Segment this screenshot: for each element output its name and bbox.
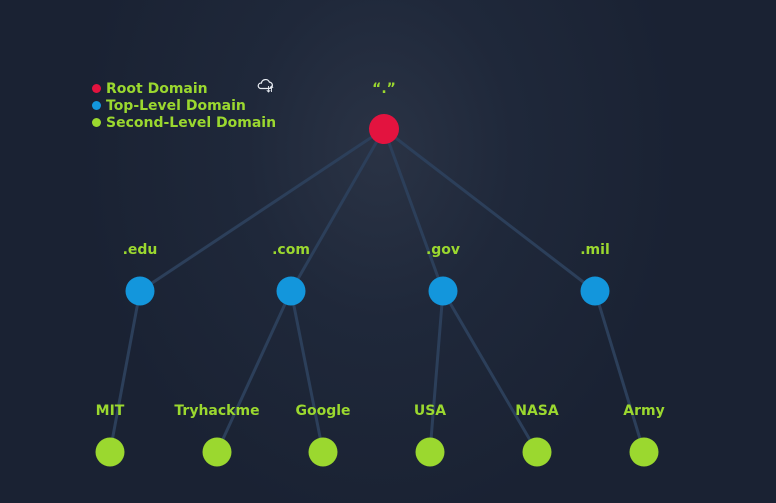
sld-node-mit (95, 437, 125, 467)
legend-item-root: Root Domain (92, 80, 276, 97)
tld-label-com: .com (272, 242, 310, 258)
edge-root-gov (382, 127, 445, 293)
edge-root-mil (382, 127, 597, 293)
sld-label-google: Google (295, 403, 350, 419)
edge-root-com (289, 127, 386, 293)
legend-label-sld: Second-Level Domain (106, 114, 277, 131)
legend-dot-sld (92, 118, 101, 127)
tree-edges (108, 127, 646, 454)
tld-node-mil (580, 276, 610, 306)
sld-label-nasa: NASA (515, 403, 559, 419)
legend-label-root: Root Domain (106, 80, 208, 97)
edge-mil-army (593, 289, 646, 454)
sld-node-usa (415, 437, 445, 467)
edge-com-google (289, 289, 325, 454)
edge-gov-nasa (441, 289, 539, 454)
tld-node-gov (428, 276, 458, 306)
sld-label-mit: MIT (96, 403, 125, 419)
legend-item-tld: Top-Level Domain (92, 97, 276, 114)
legend-dot-root (92, 84, 101, 93)
sld-node-army (629, 437, 659, 467)
edge-edu-mit (108, 289, 142, 454)
edge-root-edu (138, 127, 386, 293)
sld-node-tryhackme (202, 437, 232, 467)
legend-item-sld: Second-Level Domain (92, 114, 276, 131)
tld-label-edu: .edu (123, 242, 158, 258)
legend-dot-tld (92, 101, 101, 110)
legend: Root Domain Top-Level Domain Second-Leve… (92, 80, 276, 131)
tree-labels: “.” .edu MIT .com Tryhackme Google .gov USA NASA… (96, 81, 665, 419)
sld-label-tryhackme: Tryhackme (174, 403, 259, 419)
sld-label-army: Army (623, 403, 664, 419)
cloud-sync-icon (257, 78, 274, 93)
tree-nodes (95, 114, 659, 467)
root-node (369, 114, 399, 144)
legend-label-tld: Top-Level Domain (106, 97, 246, 114)
sld-label-usa: USA (414, 403, 446, 419)
tld-label-gov: .gov (426, 242, 460, 258)
sld-node-google (308, 437, 338, 467)
edge-com-tryhackme (215, 289, 293, 454)
root-label: “.” (372, 81, 396, 97)
tld-label-mil: .mil (580, 242, 610, 258)
tld-node-edu (125, 276, 155, 306)
tld-node-com (276, 276, 306, 306)
sld-node-nasa (522, 437, 552, 467)
edge-gov-usa (428, 289, 445, 454)
